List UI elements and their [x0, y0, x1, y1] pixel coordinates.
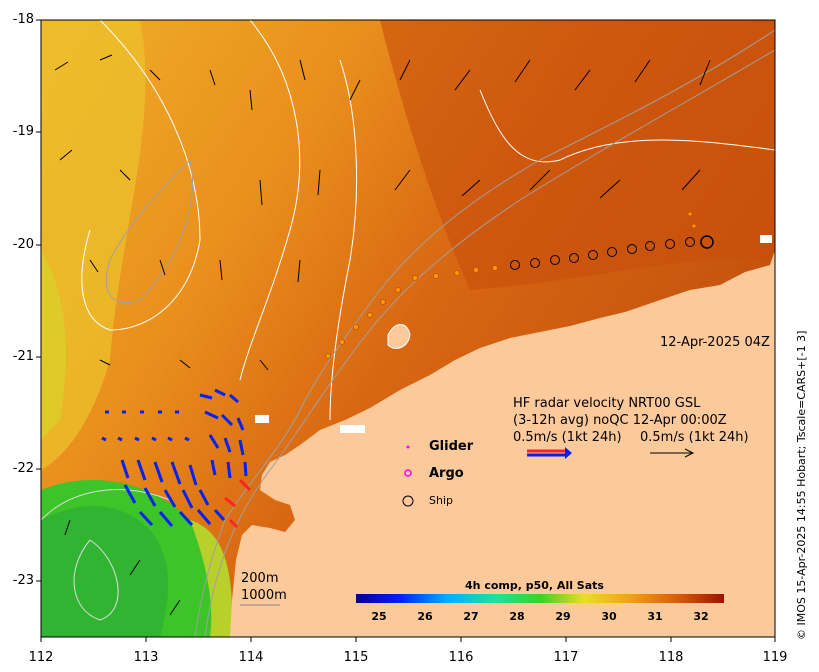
- radar-vectors-red: [224, 478, 252, 529]
- y-tick: -19: [12, 124, 34, 139]
- depth-label: 1000m: [241, 588, 287, 603]
- legend-ship: Ship: [429, 494, 453, 507]
- small-ship-dots: [325, 211, 697, 359]
- y-tick: -23: [12, 573, 34, 588]
- land: [230, 250, 775, 637]
- legend-argo: Argo: [429, 466, 464, 481]
- x-tick: 113: [133, 650, 159, 665]
- colorbar-tick: 28: [509, 610, 525, 623]
- axis-ticks: [36, 19, 776, 642]
- colorbar-title: 4h comp, p50, All Sats: [465, 579, 604, 592]
- colorbar-tick: 27: [463, 610, 479, 623]
- depth-label: 200m: [241, 571, 279, 586]
- plot-frame: [40, 19, 776, 638]
- x-tick: 115: [343, 650, 369, 665]
- glider-marker: [406, 445, 410, 449]
- x-tick: 119: [762, 650, 788, 665]
- x-tick: 112: [28, 650, 54, 665]
- ship-marker: [402, 495, 414, 507]
- y-tick: -18: [12, 12, 34, 27]
- legend-glider: Glider: [429, 439, 474, 454]
- y-tick: -21: [12, 349, 34, 364]
- ship-track: [510, 235, 714, 270]
- radar-title: HF radar velocity NRT00 GSL: [513, 396, 701, 411]
- colorbar: [356, 594, 724, 603]
- x-tick: 118: [658, 650, 684, 665]
- argo-marker: [404, 469, 412, 477]
- credit-line: © IMOS 15-Apr-2025 14:55 Hobart; Tscale=…: [795, 330, 808, 640]
- radar-scale-right: 0.5m/s (1kt 24h): [640, 430, 749, 445]
- colorbar-tick: 32: [693, 610, 709, 623]
- colorbar-tick: 25: [371, 610, 387, 623]
- x-tick: 116: [448, 650, 474, 665]
- y-tick: -22: [12, 461, 34, 476]
- timestamp: 12-Apr-2025 04Z: [660, 335, 770, 350]
- radar-subtitle: (3-12h avg) noQC 12-Apr 00:00Z: [513, 413, 727, 428]
- radar-vectors: [101, 388, 248, 527]
- y-tick: -20: [12, 237, 34, 252]
- colorbar-tick: 31: [647, 610, 663, 623]
- colorbar-tick: 29: [555, 610, 571, 623]
- model-vectors: [54, 54, 711, 616]
- x-tick: 114: [238, 650, 264, 665]
- colorbar-tick: 30: [601, 610, 617, 623]
- scale-arrow-radar: [527, 447, 572, 459]
- x-tick: 117: [553, 650, 579, 665]
- scale-arrow-model: [650, 448, 695, 458]
- colorbar-tick: 26: [417, 610, 433, 623]
- radar-scale-left: 0.5m/s (1kt 24h): [513, 430, 622, 445]
